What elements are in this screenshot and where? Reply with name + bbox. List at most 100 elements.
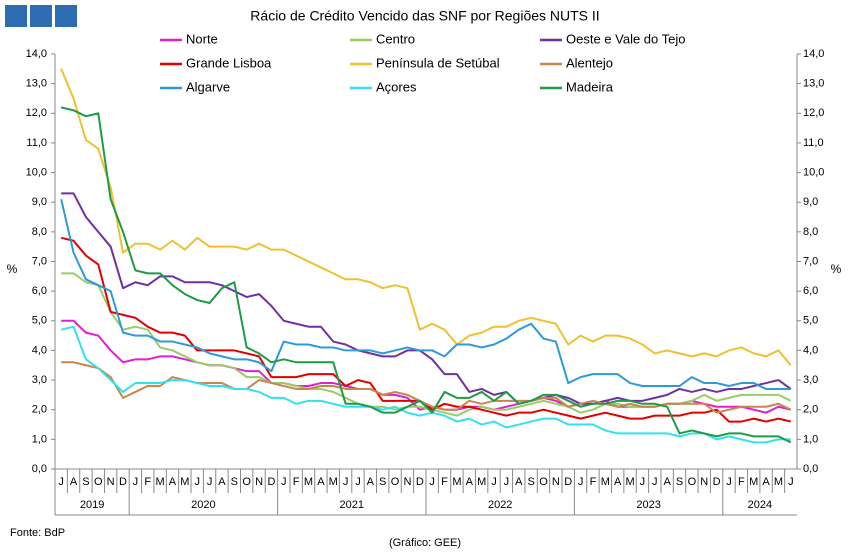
x-tick-label: N [403,476,411,488]
x-tick-label: A [218,476,226,488]
y-tick-label: 7,0 [32,255,47,267]
y2-tick-label: 7,0 [803,255,818,267]
x-tick-label: J [504,476,510,488]
x-tick-label: J [355,476,361,488]
y2-tick-label: 14,0 [803,48,824,60]
x-tick-label: J [788,476,794,488]
credit: (Gráfico: GEE) [389,537,461,549]
y-tick-label: 13,0 [26,78,47,90]
legend-label: Algarve [186,79,230,94]
legend-label: Alentejo [566,55,613,70]
x-tick-label: J [491,476,497,488]
legend-label: Península de Setúbal [376,55,500,70]
legend-label: Grande Lisboa [186,55,272,70]
x-tick-label: A [466,476,474,488]
x-tick-label: F [293,476,300,488]
legend-label: Madeira [566,79,614,94]
x-tick-label: D [713,476,721,488]
legend-label: Centro [376,31,415,46]
source: Fonte: BdP [10,527,65,539]
x-tick-label: J [281,476,287,488]
x-tick-label: N [700,476,708,488]
y2-tick-label: 1,0 [803,433,818,445]
series-line [60,325,791,444]
series-line [60,236,792,423]
x-tick-label: A [614,476,622,488]
x-tick-label: M [180,476,189,488]
series-line [60,68,792,366]
x-tick-label: J [726,476,732,488]
x-tick-label: O [539,476,548,488]
y2-tick-label: 6,0 [803,285,818,297]
x-tick-label: A [317,476,325,488]
y2-tick-label: 3,0 [803,374,818,386]
x-tick-label: D [267,476,275,488]
x-tick-label: F [590,476,597,488]
series-line [61,192,792,405]
y-tick-label: 11,0 [26,137,47,149]
x-tick-label: J [194,476,200,488]
x-tick-label: A [515,476,523,488]
y2-axis-label: % [831,262,842,276]
legend-label: Norte [186,31,218,46]
legend-label: Oeste e Vale do Tejo [566,31,686,46]
y-tick-label: 8,0 [32,226,47,238]
x-tick-label: M [329,476,338,488]
x-tick-label: M [625,476,634,488]
x-tick-label: O [242,476,251,488]
x-tick-label: A [762,476,770,488]
y-axis-label: % [7,262,18,276]
y-tick-label: 9,0 [32,196,47,208]
y2-tick-label: 9,0 [803,196,818,208]
x-tick-label: S [379,476,386,488]
y2-tick-label: 11,0 [803,137,824,149]
x-tick-label: J [133,476,139,488]
x-tick-label: F [738,476,745,488]
x-tick-label: F [441,476,448,488]
x-tick-label: J [207,476,213,488]
x-tick-label: M [452,476,461,488]
y2-tick-label: 12,0 [803,107,824,119]
x-tick-label: D [416,476,424,488]
y2-tick-label: 8,0 [803,226,818,238]
series-line [61,319,792,414]
x-tick-label: S [82,476,89,488]
year-label: 2022 [488,499,512,511]
x-tick-label: A [70,476,78,488]
y-tick-label: 4,0 [32,344,47,356]
year-label: 2020 [191,499,215,511]
x-tick-label: J [640,476,646,488]
x-tick-label: N [255,476,263,488]
x-tick-label: D [564,476,572,488]
y-tick-label: 1,0 [32,433,47,445]
x-tick-label: M [749,476,758,488]
x-tick-label: S [527,476,534,488]
x-tick-label: D [119,476,127,488]
x-tick-label: M [774,476,783,488]
x-tick-label: J [652,476,658,488]
y2-tick-label: 10,0 [803,166,824,178]
x-tick-label: M [304,476,313,488]
y2-tick-label: 4,0 [803,344,818,356]
y-tick-label: 10,0 [26,166,47,178]
legend-label: Açores [376,79,417,94]
y-tick-label: 6,0 [32,285,47,297]
year-label: 2019 [80,499,104,511]
logo-square [55,5,77,27]
x-tick-label: S [676,476,683,488]
x-tick-label: M [601,476,610,488]
x-tick-label: J [58,476,64,488]
y-tick-label: 14,0 [26,48,47,60]
y-tick-label: 0,0 [32,463,47,475]
y2-tick-label: 0,0 [803,463,818,475]
y-tick-label: 2,0 [32,404,47,416]
x-tick-label: S [231,476,238,488]
x-tick-label: A [169,476,177,488]
series-line [60,199,791,390]
x-tick-label: N [107,476,115,488]
year-label: 2023 [636,499,660,511]
y2-tick-label: 5,0 [803,315,818,327]
x-tick-label: M [477,476,486,488]
y2-tick-label: 2,0 [803,404,818,416]
x-tick-label: A [663,476,671,488]
